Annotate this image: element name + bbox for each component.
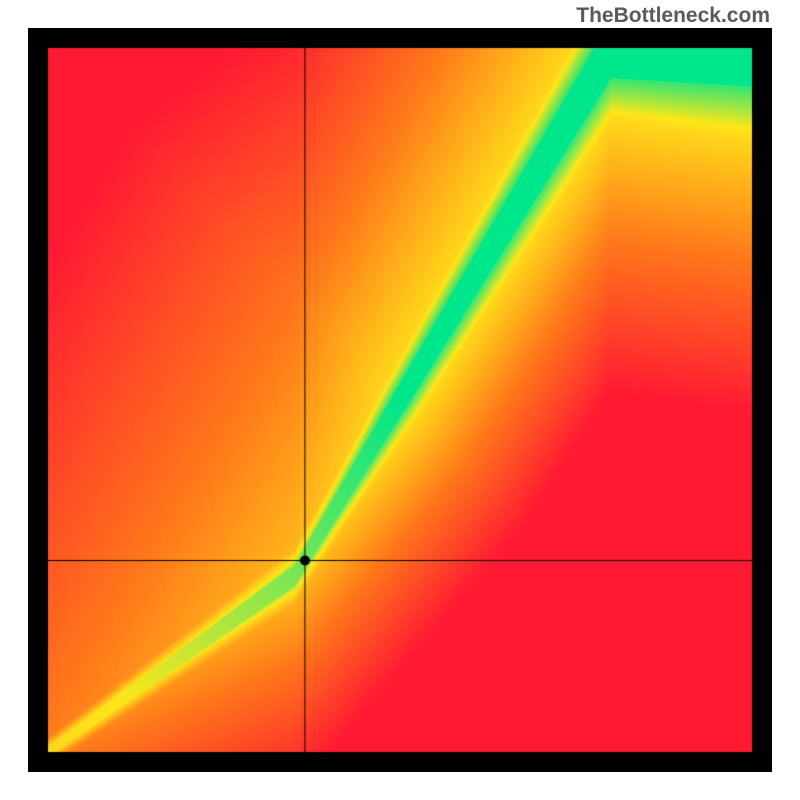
plot-frame bbox=[28, 28, 772, 772]
chart-container: TheBottleneck.com bbox=[0, 0, 800, 800]
heatmap-canvas bbox=[28, 28, 772, 772]
watermark-text: TheBottleneck.com bbox=[576, 4, 770, 28]
